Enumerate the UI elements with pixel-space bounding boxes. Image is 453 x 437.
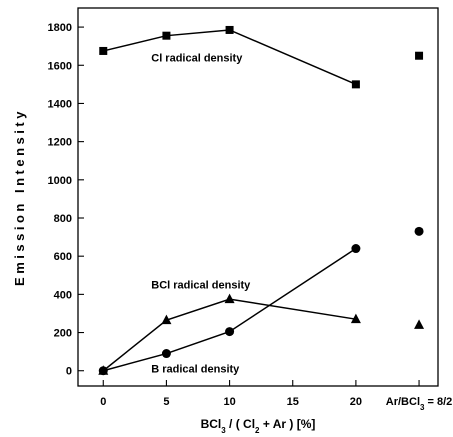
y-tick-label: 600 — [54, 251, 72, 263]
square-marker — [225, 25, 234, 34]
triangle-marker — [414, 319, 425, 329]
y-tick-label: 800 — [54, 213, 72, 225]
circle-series-label: B radical density — [151, 364, 240, 376]
x-tick-label: 20 — [350, 396, 362, 408]
x-tick-label: 15 — [287, 396, 299, 408]
annotation-layer: Cl radical density BCl radical density B r… — [151, 52, 251, 375]
y-tick-label: 0 — [66, 366, 72, 378]
x-tick-label: 10 — [223, 396, 235, 408]
triangle-marker — [224, 293, 235, 304]
triangle-series-line — [102, 298, 357, 372]
y-tick-label: 1000 — [48, 175, 72, 187]
y-tick-label: 1400 — [48, 98, 72, 110]
triangle-marker — [350, 313, 361, 324]
square-marker — [415, 51, 424, 60]
x-tick-label: 0 — [100, 396, 106, 408]
square-series — [99, 25, 424, 89]
square-series-line — [103, 29, 357, 86]
circle-marker — [351, 244, 361, 254]
triangle-series-label: BCl radical density — [151, 280, 251, 292]
y-tick-label: 1800 — [48, 22, 72, 34]
y-axis-title: Emission Intensity — [12, 108, 27, 286]
x-tick-label: 5 — [163, 396, 169, 408]
circle-series — [98, 226, 424, 376]
circle-marker — [161, 349, 171, 359]
square-marker — [99, 46, 108, 55]
y-axis-ticks: 0 200 400 600 800 1000 1200 1400 1600 1800 — [48, 22, 84, 378]
plot-frame — [77, 7, 439, 387]
y-tick-label: 200 — [54, 328, 72, 340]
series-layer — [98, 25, 425, 376]
y-tick-label: 400 — [54, 289, 72, 301]
x-axis-ticks: 0 5 10 15 20 — [100, 380, 420, 408]
circle-marker — [414, 226, 424, 236]
circle-marker — [225, 327, 235, 337]
y-tick-label: 1600 — [48, 60, 72, 72]
circle-marker — [98, 366, 108, 376]
square-marker — [351, 80, 360, 89]
circle-series-line — [103, 247, 357, 372]
square-series-label: Cl radical density — [151, 52, 243, 64]
triangle-marker — [161, 314, 172, 325]
y-tick-label: 1200 — [48, 137, 72, 149]
x-axis-title: BCl3 / ( Cl2 + Ar ) [%] — [201, 417, 316, 435]
square-marker — [162, 31, 171, 40]
x-tick-label-ar-bcl3: Ar/BCl3 = 8/2 — [386, 396, 453, 412]
